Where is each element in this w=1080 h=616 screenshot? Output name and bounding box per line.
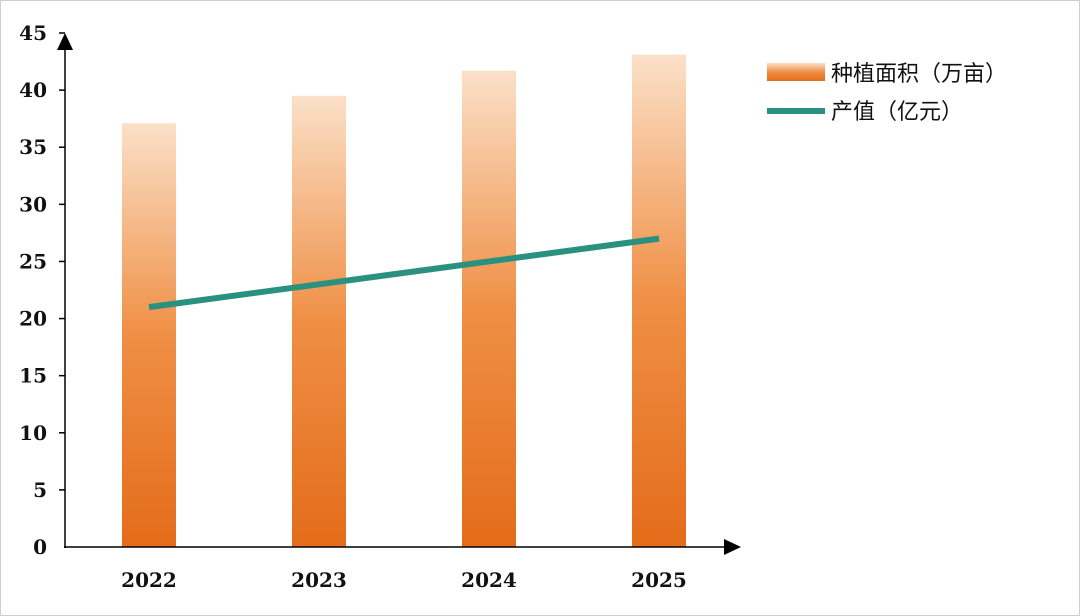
y-tick-label: 5 <box>33 478 47 502</box>
axes-layer <box>57 33 741 555</box>
y-tick-label: 15 <box>19 364 47 388</box>
bar-2022 <box>122 123 176 547</box>
x-tick-label-2022: 2022 <box>121 568 177 592</box>
y-tick-label: 40 <box>19 78 47 102</box>
y-tick-label: 0 <box>33 535 47 559</box>
bar-2025 <box>632 54 686 548</box>
y-tick-label: 35 <box>19 135 47 159</box>
x-tick-label-2023: 2023 <box>291 568 347 592</box>
output-value-line <box>148 235 660 311</box>
x-category-labels: 2022 2023 2024 2025 <box>121 568 687 592</box>
legend-label-output: 产值（亿元） <box>831 100 963 125</box>
bar-2024 <box>462 70 516 548</box>
bar-2023 <box>292 95 346 548</box>
line-layer <box>148 235 660 311</box>
y-tick-label: 20 <box>19 307 47 331</box>
y-axis-arrow <box>57 33 73 50</box>
legend-swatch-area <box>767 63 825 81</box>
y-tick-label: 10 <box>19 421 47 445</box>
x-tick-label-2025: 2025 <box>631 568 687 592</box>
bars-layer <box>122 54 686 548</box>
y-tick-label: 30 <box>19 192 47 216</box>
y-tick-labels: 0 5 10 15 20 25 30 35 40 45 <box>19 21 65 559</box>
x-tick-label-2024: 2024 <box>461 568 517 592</box>
y-tick-label: 45 <box>19 21 47 45</box>
legend: 种植面积（万亩） 产值（亿元） <box>767 62 1007 125</box>
y-tick-label: 25 <box>19 249 47 273</box>
legend-label-area: 种植面积（万亩） <box>831 62 1007 87</box>
x-axis-arrow <box>724 539 741 555</box>
